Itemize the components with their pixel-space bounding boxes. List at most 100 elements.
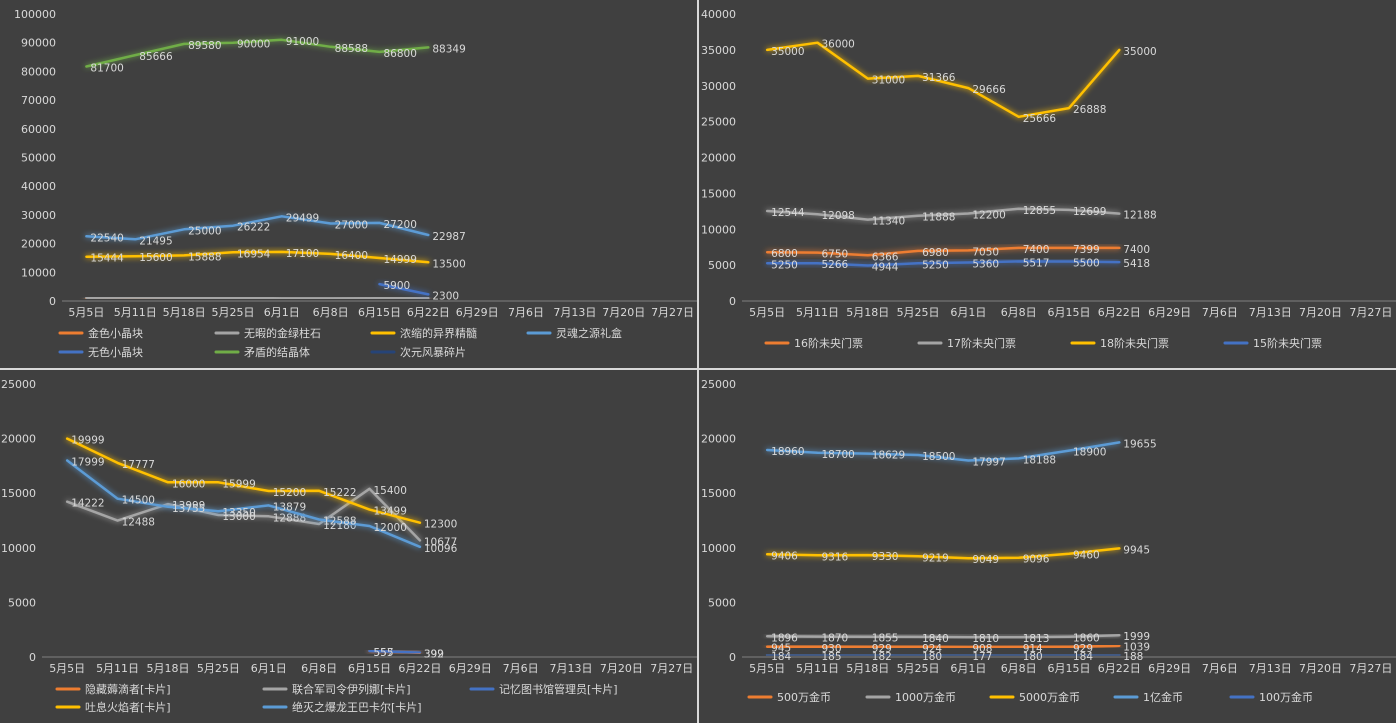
chart-panel-materials: 0 10000 20000 30000 40000 50000 60000 70000 8000…	[0, 0, 697, 368]
x-tick-label: 6月8日	[1001, 306, 1037, 319]
y-tick-label: 15000	[701, 487, 736, 500]
x-tick-label: 5月5日	[49, 662, 85, 675]
x-tick-label: 7月6日	[1202, 306, 1238, 319]
data-label: 1855	[872, 633, 899, 645]
y-tick-label: 20000	[21, 238, 56, 251]
data-label: 18629	[872, 450, 905, 462]
x-tick-label: 5月18日	[846, 306, 889, 319]
y-tick-label: 40000	[701, 8, 736, 21]
data-label: 89580	[188, 40, 221, 52]
x-tick-label: 5月11日	[114, 306, 157, 319]
y-tick-label: 20000	[701, 433, 736, 446]
x-tick-label: 6月15日	[358, 306, 401, 319]
legend-label: 金色小晶块	[88, 326, 143, 340]
data-label: 182	[872, 651, 892, 663]
legend-label: 吐息火焰者[卡片]	[85, 700, 171, 714]
data-label: 5266	[821, 259, 848, 271]
data-label: 18900	[1073, 447, 1106, 459]
legend-label: 100万金币	[1259, 690, 1313, 704]
legend-label: 绝灭之爆龙王巴卡尔[卡片]	[292, 700, 422, 714]
data-label: 5250	[922, 259, 949, 271]
chart-tickets: 0 5000 10000 15000 20000 25000 30000 35000 40000…	[701, 8, 1396, 350]
x-tick-label: 5月25日	[197, 662, 240, 675]
data-label: 7400	[1123, 244, 1150, 256]
data-label: 6750	[821, 249, 848, 261]
data-label: 29666	[972, 84, 1006, 96]
x-tick-label: 6月8日	[301, 662, 337, 675]
data-label: 177	[972, 651, 992, 663]
data-label: 17100	[286, 248, 319, 260]
y-tick-label: 5000	[708, 596, 736, 609]
series-line-3	[765, 441, 1121, 462]
y-tick-label: 10000	[1, 542, 36, 555]
data-label: 35000	[771, 46, 804, 58]
x-tick-label: 5月5日	[749, 662, 785, 675]
chart-materials: 0 10000 20000 30000 40000 50000 60000 70000 8000…	[14, 8, 697, 359]
data-label: 5900	[384, 280, 411, 292]
data-label: 9945	[1123, 544, 1150, 556]
data-label: 27200	[384, 219, 417, 231]
x-tick-label: 6月29日	[456, 306, 499, 319]
data-label: 12488	[122, 517, 155, 529]
y-tick-label: 60000	[21, 123, 56, 136]
series-line-4	[65, 459, 422, 549]
data-label: 18960	[771, 446, 804, 458]
data-label: 13879	[273, 501, 306, 513]
y-tick-label: 15000	[701, 187, 736, 200]
legend-label: 5000万金币	[1019, 690, 1080, 704]
data-label: 12098	[821, 210, 854, 222]
data-label: 1999	[1123, 631, 1150, 643]
x-tick-label: 6月29日	[1148, 306, 1191, 319]
y-tick-label: 0	[729, 295, 736, 308]
x-tick-label: 7月20日	[602, 306, 645, 319]
data-label: 1860	[1073, 633, 1100, 645]
x-tick-label: 5月11日	[796, 662, 839, 675]
data-label: 929	[1073, 643, 1093, 655]
series-line-1	[85, 296, 430, 300]
legend-label: 隐藏薅滴者[卡片]	[85, 682, 171, 696]
x-tick-label: 5月25日	[897, 662, 940, 675]
data-label: 81700	[90, 63, 123, 75]
data-label: 7399	[1073, 244, 1100, 256]
series-line-5	[85, 38, 430, 68]
data-label: 26222	[237, 222, 270, 234]
data-label: 5500	[1073, 258, 1100, 270]
y-tick-label: 10000	[701, 223, 736, 236]
y-tick-label: 20000	[701, 152, 736, 165]
data-label: 19655	[1123, 438, 1156, 450]
data-label: 1813	[1023, 633, 1050, 645]
y-tick-label: 40000	[21, 180, 56, 193]
data-label: 36000	[821, 39, 854, 51]
data-label: 11888	[922, 212, 955, 224]
data-label: 1870	[821, 633, 848, 645]
x-tick-label: 7月13日	[553, 306, 596, 319]
data-label: 12588	[323, 516, 356, 528]
legend-label: 18阶未央门票	[1100, 336, 1169, 350]
legend-label: 矛盾的结晶体	[244, 345, 310, 359]
data-label: 17997	[972, 456, 1005, 468]
data-label: 929	[872, 643, 892, 655]
chart-cards: 0 5000 10000 15000 20000 25000 5月5日 5月11日 5月18日 5…	[1, 378, 697, 714]
data-label: 9316	[821, 551, 848, 563]
data-label: 9219	[922, 552, 949, 564]
data-label: 22987	[432, 231, 465, 243]
x-tick-label: 7月13日	[1249, 306, 1292, 319]
y-tick-label: 25000	[701, 378, 736, 391]
data-label: 15200	[273, 487, 306, 499]
data-label: 1840	[922, 633, 949, 645]
x-tick-label: 5月5日	[68, 306, 104, 319]
series-line-0	[765, 246, 1121, 257]
x-tick-label: 5月5日	[749, 306, 785, 319]
x-tick-label: 6月22日	[398, 662, 441, 675]
data-label: 88588	[335, 43, 368, 55]
chart-panel-gold: 0 5000 10000 15000 20000 25000 5月5日 5月11日 5月18日 5…	[699, 370, 1396, 723]
data-label: 6800	[771, 248, 798, 260]
data-label: 10096	[424, 543, 458, 555]
data-label: 22540	[90, 232, 123, 244]
series-line-3	[765, 260, 1121, 267]
data-label: 14500	[122, 495, 155, 507]
data-label: 91000	[286, 36, 319, 48]
series-line-2	[85, 250, 430, 264]
data-label: 9406	[771, 550, 798, 562]
y-tick-label: 100000	[14, 8, 56, 21]
